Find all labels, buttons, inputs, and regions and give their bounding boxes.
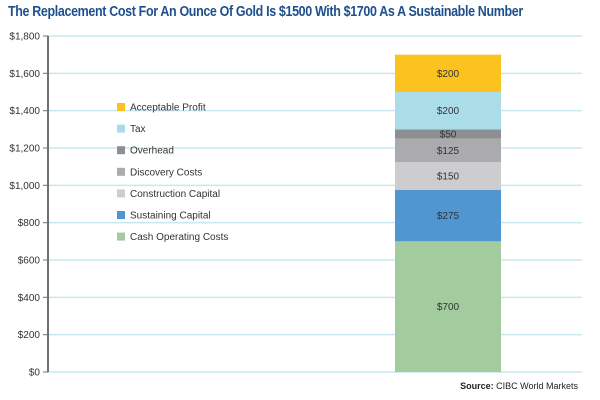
y-tick-label: $800 [18,218,41,229]
y-tick-label: $0 [29,368,41,379]
gridlines [48,35,582,373]
data-label: $150 [437,172,460,183]
y-tick-label: $1,400 [9,106,40,117]
y-tick-label: $1,600 [9,69,40,80]
legend: Acceptable Profit Tax Overhead Discovery Co… [117,103,228,243]
y-axis-ticks: $0 $200 $400 $600 $800 $1,000 $1,200 $1,400 $1,6… [9,32,48,379]
chart-title: The Replacement Cost For An Ounce Of Gol… [8,4,523,20]
data-label: $200 [437,106,460,117]
legend-item: Sustaining Capital [117,211,211,222]
data-label: $200 [437,69,460,80]
legend-label: Tax [130,124,146,135]
y-tick-label: $1,800 [9,32,40,43]
source-prefix: Source: [460,381,494,391]
bar-segment-construction-capital [395,162,501,190]
bar-segment-sustaining-capital [395,190,501,242]
bar-segment-overhead [395,129,501,139]
bar-segments [395,54,501,372]
legend-swatch [117,124,125,133]
y-tick-label: $1,200 [9,144,40,155]
legend-item: Acceptable Profit [117,103,206,114]
legend-label: Cash Operating Costs [130,232,228,243]
legend-label: Discovery Costs [130,167,202,178]
legend-swatch [117,211,125,219]
legend-item: Discovery Costs [117,167,202,178]
legend-swatch [117,167,125,176]
source-note: Source: CIBC World Markets [460,381,578,391]
legend-label: Construction Capital [130,189,220,200]
legend-label: Sustaining Capital [130,211,211,222]
data-label: $275 [437,211,460,222]
bar-segment-tax [395,92,501,130]
legend-swatch [117,103,125,111]
y-tick-label: $400 [18,293,41,304]
legend-item: Construction Capital [117,189,220,200]
y-tick-label: $1,000 [9,181,40,192]
bar-segment-discovery-costs [395,138,501,162]
legend-item: Tax [117,124,146,135]
y-tick-label: $600 [18,256,41,267]
legend-label: Acceptable Profit [130,103,206,114]
data-label: $125 [437,146,460,157]
data-label: $700 [437,302,460,313]
legend-label: Overhead [130,146,174,157]
bar-segment-cash-operating-costs [395,241,501,372]
legend-swatch [117,232,125,241]
legend-item: Cash Operating Costs [117,232,228,243]
bar-segment-acceptable-profit [395,54,501,92]
y-tick-label: $200 [18,330,41,341]
legend-swatch [117,146,125,155]
segment-labels: $700 $275 $150 $125 $50 $200 $200 [437,69,460,313]
legend-swatch [117,189,125,198]
legend-item: Overhead [117,146,174,157]
source-text: CIBC World Markets [496,381,578,391]
data-label: $50 [440,130,457,141]
